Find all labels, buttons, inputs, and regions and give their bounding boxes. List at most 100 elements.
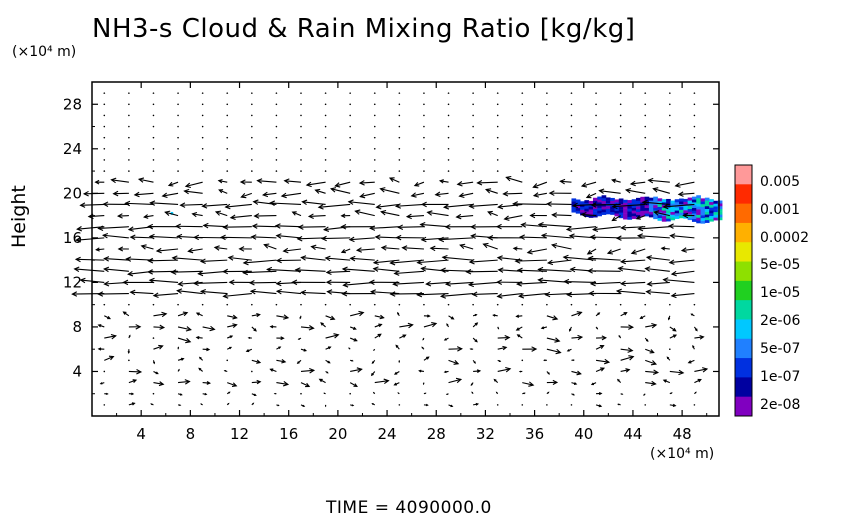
- wind-arrow: [515, 281, 547, 287]
- wind-arrow: [300, 325, 315, 331]
- cloud-cell: [653, 199, 658, 203]
- vector-dot: [644, 148, 647, 150]
- y-tick-label: 12: [63, 273, 82, 291]
- wind-arrow: [324, 255, 351, 262]
- wind-arrow: [129, 289, 154, 296]
- wind-arrow: [310, 244, 326, 251]
- wind-arrow: [176, 233, 203, 240]
- cloud-cell: [597, 207, 602, 211]
- cloud-cell: [661, 210, 667, 214]
- vector-dot: [373, 92, 376, 94]
- cloud-cell: [687, 208, 693, 212]
- wind-arrow: [420, 201, 449, 208]
- wind-arrow: [300, 348, 308, 352]
- vector-dot: [619, 103, 622, 106]
- wind-arrow: [153, 324, 166, 330]
- cloud-cell: [575, 199, 581, 203]
- colorbar-label: 5e-07: [760, 341, 800, 357]
- cloud-cell: [666, 210, 671, 214]
- wind-arrow: [465, 268, 498, 275]
- wind-arrow: [618, 334, 622, 339]
- cloud-cell: [704, 203, 710, 207]
- cloud-cell: [592, 200, 598, 204]
- cloud-cell: [631, 210, 637, 214]
- wind-arrow: [373, 348, 376, 352]
- wind-arrow: [222, 292, 252, 299]
- cloud-cell: [623, 202, 628, 206]
- vector-dot: [570, 170, 573, 172]
- wind-arrow: [585, 192, 597, 199]
- vector-dot: [595, 136, 597, 139]
- cloud-cell: [610, 206, 615, 210]
- cloud-cell: [709, 199, 714, 203]
- wind-arrow: [611, 215, 621, 222]
- wind-arrow: [515, 314, 523, 318]
- wind-arrow: [441, 254, 474, 261]
- cloud-cell: [640, 202, 645, 206]
- vector-dot: [693, 159, 696, 161]
- vector-dot: [570, 92, 573, 94]
- wind-arrow: [537, 221, 572, 228]
- wind-arrow: [171, 255, 203, 261]
- wind-arrow: [682, 212, 695, 219]
- wind-arrow: [670, 270, 695, 277]
- wind-arrow: [179, 202, 203, 208]
- wind-arrow: [249, 288, 277, 295]
- x-tick-label: 24: [378, 425, 397, 443]
- cloud-cell: [691, 196, 697, 200]
- wind-arrow: [586, 248, 597, 255]
- vector-dot: [324, 103, 327, 106]
- vector-dot: [447, 170, 450, 172]
- cloud-cell: [644, 213, 650, 217]
- vector-dot: [324, 92, 327, 94]
- wind-arrow: [587, 268, 621, 274]
- wind-arrow: [669, 326, 677, 332]
- cloud-cell: [674, 213, 680, 217]
- cloud-cell: [644, 207, 650, 211]
- vector-dot: [152, 103, 155, 106]
- wind-arrow: [325, 370, 329, 374]
- vector-dot: [423, 103, 425, 106]
- cloud-cell: [717, 217, 723, 221]
- vector-dot: [103, 114, 106, 117]
- wind-arrow: [347, 199, 375, 206]
- vector-dot: [226, 170, 229, 172]
- wind-arrow: [245, 348, 253, 353]
- wind-arrow: [275, 257, 302, 264]
- cloud-cell: [592, 208, 598, 212]
- cloud-cell: [696, 200, 701, 204]
- wind-arrow: [164, 210, 179, 217]
- wind-arrow: [472, 322, 479, 328]
- wind-arrow: [588, 290, 621, 297]
- cloud-cell: [627, 202, 633, 206]
- vector-dot: [496, 136, 499, 139]
- wind-arrow: [177, 311, 189, 317]
- wind-arrow: [348, 347, 351, 350]
- x-tick-label: 8: [186, 425, 196, 443]
- colorbar-swatch: [735, 222, 752, 243]
- vector-dot: [103, 136, 106, 139]
- vector-dot: [521, 359, 524, 362]
- wind-arrow: [370, 371, 376, 377]
- cloud-cell: [683, 207, 689, 211]
- vector-dot: [423, 92, 425, 94]
- wind-arrow: [199, 288, 228, 295]
- wind-arrow: [177, 368, 180, 372]
- vector-dot: [619, 114, 622, 117]
- wind-arrow: [276, 336, 285, 341]
- wind-arrow: [468, 258, 498, 265]
- vector-dot: [496, 103, 499, 106]
- vector-dot: [472, 125, 474, 128]
- cloud-cell: [618, 212, 624, 216]
- wind-arrow: [202, 381, 212, 385]
- cloud-cell: [691, 204, 697, 208]
- cloud-cell: [670, 214, 676, 218]
- wind-arrow: [374, 333, 382, 339]
- wind-arrow: [350, 310, 365, 317]
- wind-arrow: [229, 214, 252, 221]
- wind-arrow: [350, 404, 355, 407]
- vector-dot: [693, 125, 696, 128]
- wind-arrow: [198, 367, 204, 372]
- vector-dot: [521, 303, 524, 306]
- wind-arrow: [395, 344, 400, 350]
